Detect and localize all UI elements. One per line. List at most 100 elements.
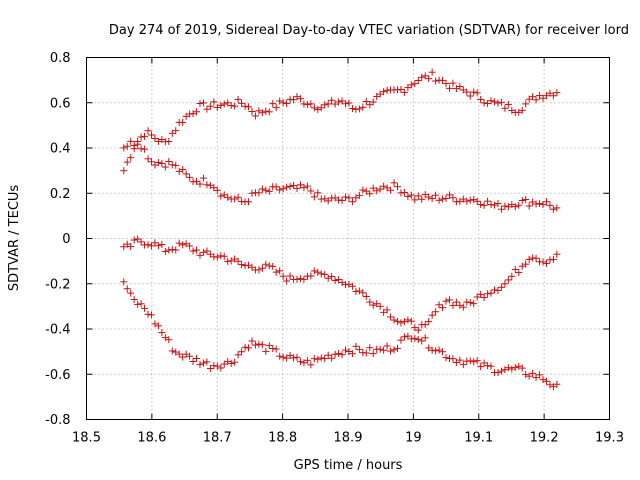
x-tick-label: 18.8 [268, 431, 297, 446]
data-point [515, 268, 523, 276]
data-point [317, 104, 325, 112]
data-point [504, 100, 512, 108]
x-tick-label: 19.3 [595, 431, 624, 446]
data-point [269, 100, 277, 108]
data-point [179, 353, 187, 361]
data-point [175, 167, 183, 175]
data-point [518, 364, 526, 372]
data-point [542, 198, 550, 206]
data-point [179, 165, 187, 173]
data-point [452, 298, 460, 306]
data-point [283, 277, 291, 285]
data-point [494, 286, 502, 294]
data-point [262, 107, 270, 115]
data-point [296, 95, 304, 103]
data-point [529, 369, 537, 377]
data-point [366, 344, 374, 352]
data-point [511, 203, 519, 211]
data-point [317, 270, 325, 278]
data-point [151, 239, 159, 247]
data-point [137, 133, 145, 141]
y-tick-label: -0.6 [45, 368, 70, 383]
data-point [307, 361, 315, 369]
data-point [480, 293, 488, 301]
data-point [151, 320, 159, 328]
data-point [442, 297, 450, 305]
data-point [445, 296, 453, 304]
data-point [262, 260, 270, 268]
data-point [477, 95, 485, 103]
data-point [314, 355, 322, 363]
data-point [186, 173, 194, 181]
data-point [335, 276, 343, 284]
data-point [276, 186, 284, 194]
data-point [390, 346, 398, 354]
data-point [307, 187, 315, 195]
data-point [220, 252, 228, 260]
data-point [522, 260, 530, 268]
data-point [303, 182, 311, 190]
data-point [491, 98, 499, 106]
data-point [217, 192, 225, 200]
data-point [255, 189, 263, 197]
data-point [362, 349, 370, 357]
data-point [290, 181, 298, 189]
data-point [130, 296, 138, 304]
data-point [362, 292, 370, 300]
data-point [470, 358, 478, 366]
data-point [279, 99, 287, 107]
data-point [449, 79, 457, 87]
data-point [196, 100, 204, 108]
data-point [497, 367, 505, 375]
data-point [300, 100, 308, 108]
data-point [380, 346, 388, 354]
data-point [165, 246, 173, 254]
data-point [186, 352, 194, 360]
x-tick-label: 19.1 [464, 431, 493, 446]
data-point [307, 100, 315, 108]
data-point [206, 102, 214, 110]
data-point [456, 301, 464, 309]
data-point [328, 96, 336, 104]
chart-title: Day 274 of 2019, Sidereal Day-to-day VTE… [109, 23, 629, 38]
data-point [491, 201, 499, 209]
data-point [283, 99, 291, 107]
data-point [546, 201, 554, 209]
data-point [449, 194, 457, 202]
data-point [366, 298, 374, 306]
data-point [217, 101, 225, 109]
x-tick-label: 18.6 [137, 431, 166, 446]
data-point [504, 364, 512, 372]
data-point [193, 354, 201, 362]
data-point [414, 192, 422, 200]
data-point [539, 376, 547, 384]
data-point [165, 157, 173, 165]
data-point [355, 192, 363, 200]
data-point [501, 202, 509, 210]
data-point [206, 365, 214, 373]
data-point [241, 343, 249, 351]
data-point [328, 354, 336, 362]
x-axis-tick-labels: 18.5 18.6 18.7 18.8 18.9 19 19.1 19.2 19.3 [72, 431, 624, 446]
data-point [456, 82, 464, 90]
data-point [244, 344, 252, 352]
data-point [199, 99, 207, 107]
data-point [439, 304, 447, 312]
data-point [487, 362, 495, 370]
data-point [497, 98, 505, 106]
data-point [175, 350, 183, 358]
data-point [442, 194, 450, 202]
data-point [262, 347, 270, 355]
data-point [286, 182, 294, 190]
data-point [272, 183, 280, 191]
data-point [324, 274, 332, 282]
data-point [258, 341, 266, 349]
data-point [497, 205, 505, 213]
data-point [342, 100, 350, 108]
data-point [473, 197, 481, 205]
data-point [390, 179, 398, 187]
data-point [532, 200, 540, 208]
data-point [303, 100, 311, 108]
data-point [449, 301, 457, 309]
y-tick-label: -0.4 [45, 323, 70, 338]
